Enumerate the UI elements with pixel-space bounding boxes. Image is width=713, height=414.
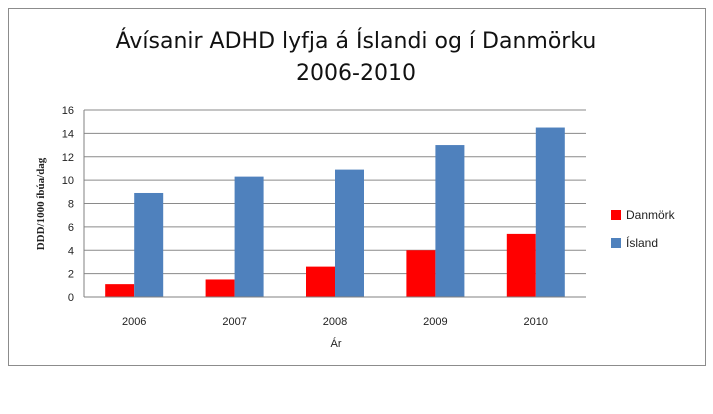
x-tick-label: 2006: [122, 316, 146, 328]
x-tick-label: 2010: [524, 316, 548, 328]
bar-island-2009: [435, 145, 465, 297]
bar-island-2010: [535, 127, 565, 297]
x-tick-label: 2007: [222, 316, 246, 328]
y-tick-label: 12: [62, 152, 74, 164]
bar-danmork-2009: [406, 250, 436, 297]
legend: Danmörk Ísland: [611, 208, 676, 250]
chart-title-line2: 2006-2010: [296, 61, 416, 86]
legend-swatch-island: [611, 238, 621, 248]
x-tick-labels: 2006 2007 2008 2009 2010: [122, 316, 548, 328]
y-tick-labels: 0 2 4 6 8 10 12 14 16: [62, 105, 74, 304]
bars: [105, 127, 565, 297]
y-tick-label: 14: [62, 128, 74, 140]
y-tick-label: 6: [68, 222, 74, 234]
bar-island-2006: [134, 192, 164, 297]
bar-danmork-2006: [105, 284, 135, 297]
y-tick-label: 8: [68, 199, 74, 211]
bar-island-2008: [335, 169, 364, 297]
chart-title-line1: Ávísanir ADHD lyfja á Íslandi og í Danmö…: [116, 28, 597, 54]
y-tick-label: 16: [62, 105, 74, 117]
legend-label-danmork: Danmörk: [626, 208, 676, 222]
x-tick-label: 2008: [323, 316, 347, 328]
bar-danmork-2008: [306, 266, 335, 297]
y-axis-label: DDD/1000 íbúa/dag: [35, 157, 47, 250]
y-tick-label: 0: [68, 292, 74, 304]
plot-area: 0 2 4 6 8 10 12 14 16 2006 2007 2008 2009 2010: [62, 105, 586, 328]
x-axis-label: Ár: [331, 337, 342, 350]
bar-island-2007: [234, 176, 264, 297]
y-tick-label: 2: [68, 269, 74, 281]
bar-danmork-2007: [205, 279, 235, 297]
legend-swatch-danmork: [611, 210, 621, 220]
y-tick-label: 10: [62, 175, 74, 187]
x-tick-label: 2009: [423, 316, 447, 328]
bar-danmork-2010: [506, 233, 536, 297]
y-tick-label: 4: [68, 245, 74, 257]
legend-label-island: Ísland: [626, 235, 658, 250]
